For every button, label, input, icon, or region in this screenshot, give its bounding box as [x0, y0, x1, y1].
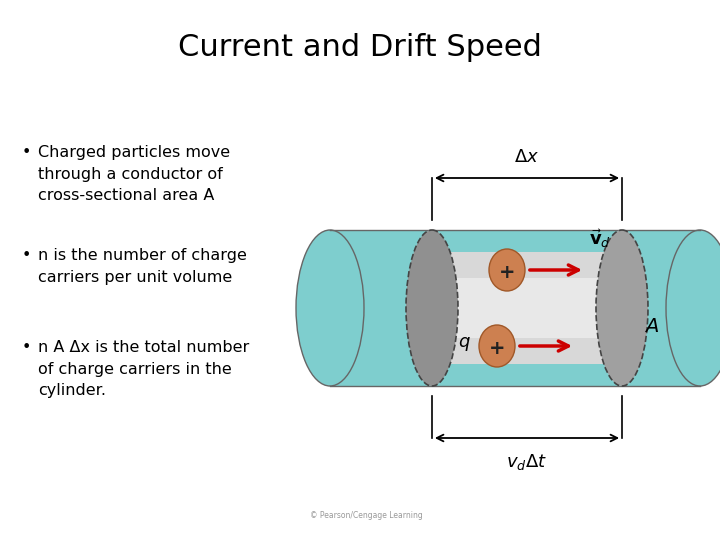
Text: Charged particles move
through a conductor of
cross-sectional area A: Charged particles move through a conduct…: [38, 145, 230, 203]
Text: n is the number of charge
carriers per unit volume: n is the number of charge carriers per u…: [38, 248, 247, 285]
Text: •: •: [22, 340, 32, 355]
Text: +: +: [499, 262, 516, 281]
Text: $\Delta x$: $\Delta x$: [515, 148, 539, 166]
Text: •: •: [22, 145, 32, 160]
Ellipse shape: [406, 230, 458, 386]
Text: •: •: [22, 248, 32, 263]
Ellipse shape: [296, 230, 364, 386]
Polygon shape: [432, 278, 622, 338]
Ellipse shape: [479, 325, 515, 367]
Ellipse shape: [596, 230, 648, 386]
Ellipse shape: [489, 249, 525, 291]
Text: +: +: [489, 339, 505, 357]
Polygon shape: [330, 230, 700, 386]
Polygon shape: [432, 232, 622, 384]
Text: Current and Drift Speed: Current and Drift Speed: [178, 33, 542, 63]
Text: $q$: $q$: [458, 335, 471, 353]
Text: $\vec{\mathbf{v}}_d$: $\vec{\mathbf{v}}_d$: [589, 227, 611, 250]
Ellipse shape: [666, 230, 720, 386]
Polygon shape: [432, 364, 622, 384]
Polygon shape: [432, 232, 622, 252]
Text: © Pearson/Cengage Learning: © Pearson/Cengage Learning: [310, 511, 423, 520]
Text: $v_d \Delta t$: $v_d \Delta t$: [506, 452, 547, 472]
Text: n A Δx is the total number
of charge carriers in the
cylinder.: n A Δx is the total number of charge car…: [38, 340, 249, 398]
Text: $A$: $A$: [644, 316, 660, 335]
